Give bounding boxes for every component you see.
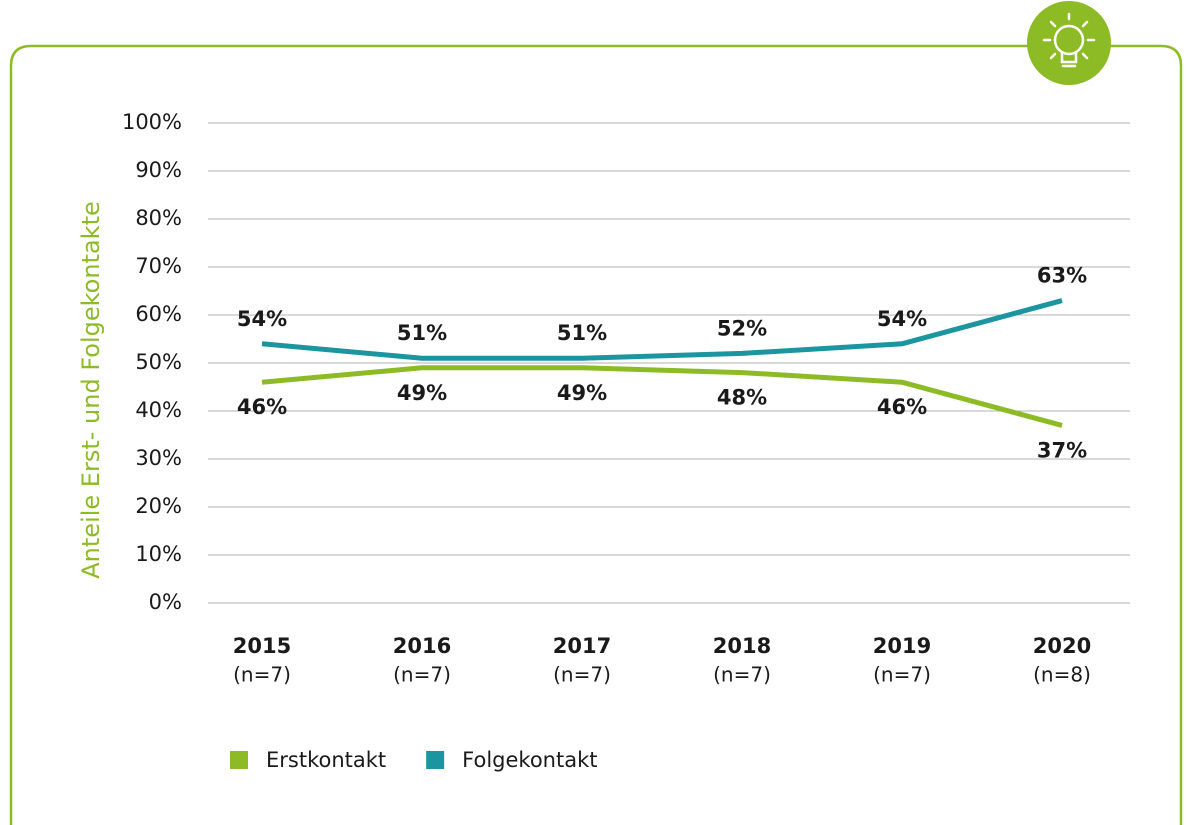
series-line	[261, 298, 1063, 361]
x-tick-label: 2018	[713, 634, 771, 658]
data-label: 52%	[717, 316, 767, 340]
x-tick-sublabel: (n=7)	[873, 663, 931, 687]
x-tick-sublabel: (n=7)	[233, 663, 291, 687]
y-tick-label: 60%	[135, 302, 182, 326]
series-line	[261, 365, 1063, 428]
y-tick-label: 0%	[149, 590, 182, 614]
y-tick-label: 40%	[135, 398, 182, 422]
x-tick-label: 2016	[393, 634, 451, 658]
x-tick-label: 2017	[553, 634, 611, 658]
data-label: 46%	[877, 395, 927, 419]
x-tick-sublabel: (n=7)	[393, 663, 451, 687]
y-tick-label: 10%	[135, 542, 182, 566]
legend-label: Erstkontakt	[266, 748, 386, 772]
data-label: 46%	[237, 395, 287, 419]
data-label: 54%	[237, 307, 287, 331]
y-tick-label: 50%	[135, 350, 182, 374]
data-label: 37%	[1037, 438, 1087, 462]
x-tick-label: 2015	[233, 634, 291, 658]
y-tick-label: 100%	[122, 110, 182, 134]
legend-label: Folgekontakt	[462, 748, 597, 772]
lightbulb-icon	[1027, 1, 1111, 85]
data-label: 51%	[557, 321, 607, 345]
y-tick-label: 80%	[135, 206, 182, 230]
y-axis-label: Anteile Erst- und Folgekontakte	[77, 201, 105, 578]
data-label: 54%	[877, 307, 927, 331]
data-label: 49%	[557, 381, 607, 405]
y-tick-label: 90%	[135, 158, 182, 182]
data-label: 49%	[397, 381, 447, 405]
legend-swatch	[230, 751, 248, 769]
x-tick-sublabel: (n=8)	[1033, 663, 1091, 687]
x-tick-label: 2019	[873, 634, 931, 658]
frame	[9, 44, 1183, 825]
y-tick-label: 20%	[135, 494, 182, 518]
x-tick-sublabel: (n=7)	[713, 663, 771, 687]
data-label: 51%	[397, 321, 447, 345]
x-tick-sublabel: (n=7)	[553, 663, 611, 687]
legend-swatch	[426, 751, 445, 769]
data-label: 63%	[1037, 264, 1087, 288]
y-tick-label: 30%	[135, 446, 182, 470]
y-tick-label: 70%	[135, 254, 182, 278]
data-label: 48%	[717, 386, 767, 410]
x-tick-label: 2020	[1033, 634, 1091, 658]
